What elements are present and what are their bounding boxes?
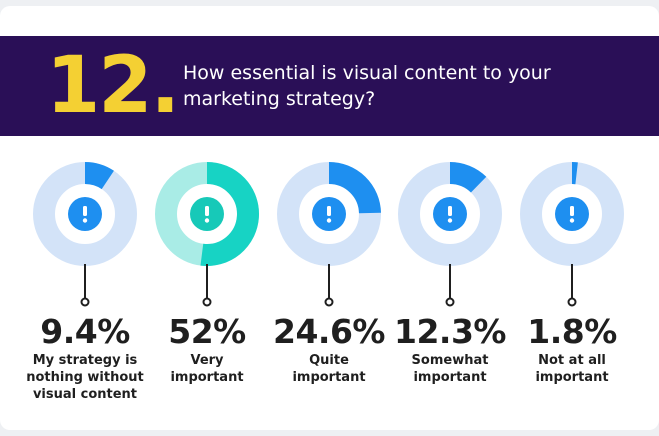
exclamation-icon	[433, 197, 467, 231]
donut-slice	[84, 162, 114, 190]
question-text: How essential is visual content to your …	[183, 60, 603, 112]
percentage-value: 52%	[168, 312, 246, 351]
category-label-line: visual content	[32, 387, 138, 402]
category-label-line: Very	[190, 353, 224, 368]
donut-chart	[277, 162, 381, 307]
exclamation-icon	[190, 197, 224, 231]
percentage-value: 1.8%	[527, 312, 617, 351]
question-line-1: How essential is visual content to your	[183, 62, 551, 84]
donut-chart	[155, 162, 259, 307]
question-line-2: marketing strategy?	[183, 88, 376, 110]
chart-item: 9.4% My strategy is nothing without visual …	[23, 162, 147, 403]
question-banner: 12. How essential is visual content to y…	[0, 36, 659, 136]
donut-chart	[520, 162, 624, 307]
donut-slice	[328, 162, 381, 214]
category-label-line: important	[413, 370, 487, 385]
category-label: Not at all important	[510, 352, 634, 386]
category-label-line: important	[170, 370, 244, 385]
chart-item: 24.6% Quite important	[267, 162, 391, 386]
percentage-value: 12.3%	[394, 312, 507, 351]
exclamation-icon	[68, 197, 102, 231]
donut-slice	[449, 162, 487, 193]
category-label-line: My strategy is	[32, 353, 138, 368]
category-label-line: Somewhat	[411, 353, 489, 368]
donut-chart	[398, 162, 502, 307]
donut-slice	[200, 162, 259, 266]
category-label: Quite important	[267, 352, 391, 386]
category-label: Very important	[145, 352, 269, 386]
chart-item: 52% Very important	[145, 162, 269, 386]
exclamation-icon	[312, 197, 346, 231]
connector-dot	[445, 297, 455, 307]
category-label: My strategy is nothing without visual cont…	[23, 352, 147, 403]
percentage-value: 9.4%	[40, 312, 130, 351]
category-label-line: Not at all	[538, 353, 606, 368]
infographic-card: 12. How essential is visual content to y…	[0, 6, 659, 430]
category-label-line: important	[292, 370, 366, 385]
question-number: 12.	[46, 41, 180, 131]
connector-dot	[324, 297, 334, 307]
donut-chart	[33, 162, 137, 307]
category-label-line: nothing without	[26, 370, 144, 385]
category-label-line: important	[535, 370, 609, 385]
connector-dot	[202, 297, 212, 307]
category-label: Somewhat important	[388, 352, 512, 386]
connector-dot	[80, 297, 90, 307]
chart-item: 1.8% Not at all important	[510, 162, 634, 386]
connector-dot	[567, 297, 577, 307]
category-label-line: Quite	[309, 353, 349, 368]
percentage-value: 24.6%	[273, 312, 386, 351]
exclamation-icon	[555, 197, 589, 231]
chart-item: 12.3% Somewhat important	[388, 162, 512, 386]
